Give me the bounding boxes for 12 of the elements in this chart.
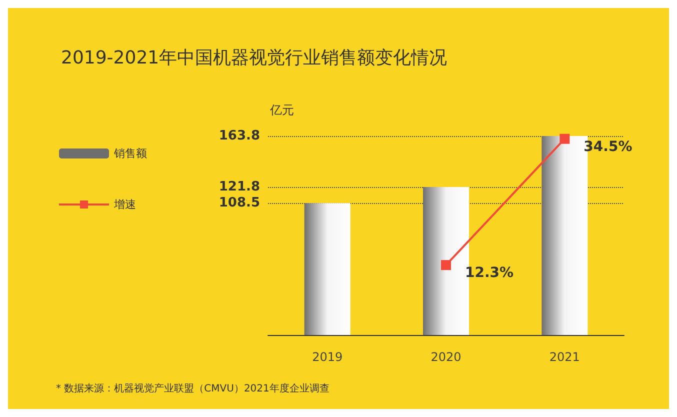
legend-label: 增速 [113, 198, 136, 211]
x-tick-label: 2019 [312, 350, 343, 364]
y-tick-label: 108.5 [218, 196, 260, 211]
bar [304, 203, 350, 335]
chart-title: 2019-2021年中国机器视觉行业销售额变化情况 [61, 48, 448, 68]
text: * 数据来源：机器视觉产业联盟（CMVU）2021年度企业调查 [56, 382, 330, 394]
x-tick-label: 2021 [549, 350, 580, 364]
x-tick-label: 2020 [430, 350, 462, 364]
y-tick-label: 121.8 [218, 180, 260, 195]
legend-label: 销售额 [113, 147, 147, 160]
y-tick-label: 163.8 [218, 128, 260, 144]
y-axis-title: 亿元 [269, 103, 294, 117]
